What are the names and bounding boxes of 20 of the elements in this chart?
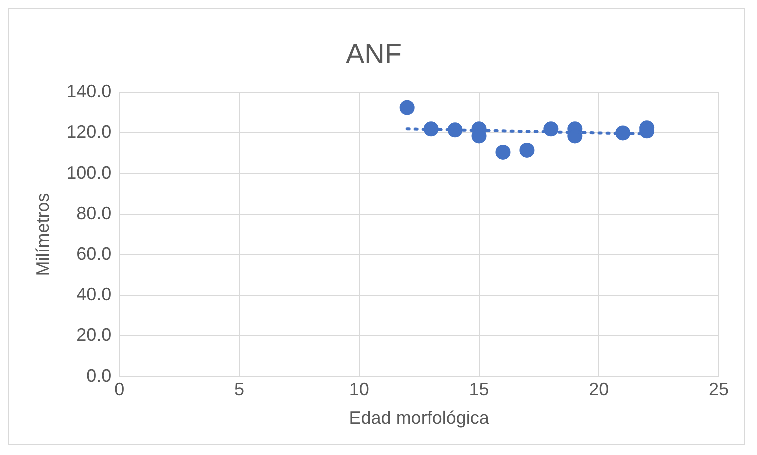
point	[400, 100, 415, 116]
y-tick-label: 0.0	[86, 366, 112, 386]
y-axis-title: Milímetros	[32, 193, 53, 276]
x-tick-label: 25	[708, 380, 730, 400]
x-tick-label: 0	[114, 380, 125, 400]
y-tick-label: 20.0	[76, 325, 112, 346]
point	[520, 142, 535, 158]
x-tick-label: 15	[469, 380, 490, 400]
point	[496, 144, 511, 160]
y-tick-label: 40.0	[76, 284, 112, 305]
y-tick-label: 80.0	[76, 203, 112, 224]
y-tick-label: 100.0	[66, 162, 112, 183]
y-tick-label: 60.0	[76, 244, 112, 264]
y-tick-label: 140.0	[66, 82, 112, 102]
x-axis-title: Edad morfológica	[349, 408, 490, 428]
x-tick-label: 10	[349, 380, 370, 400]
x-tick-label: 20	[589, 380, 610, 400]
y-tick-label: 120.0	[66, 122, 112, 142]
x-tick-label: 5	[234, 380, 245, 400]
chart-title: ANF	[346, 38, 402, 70]
